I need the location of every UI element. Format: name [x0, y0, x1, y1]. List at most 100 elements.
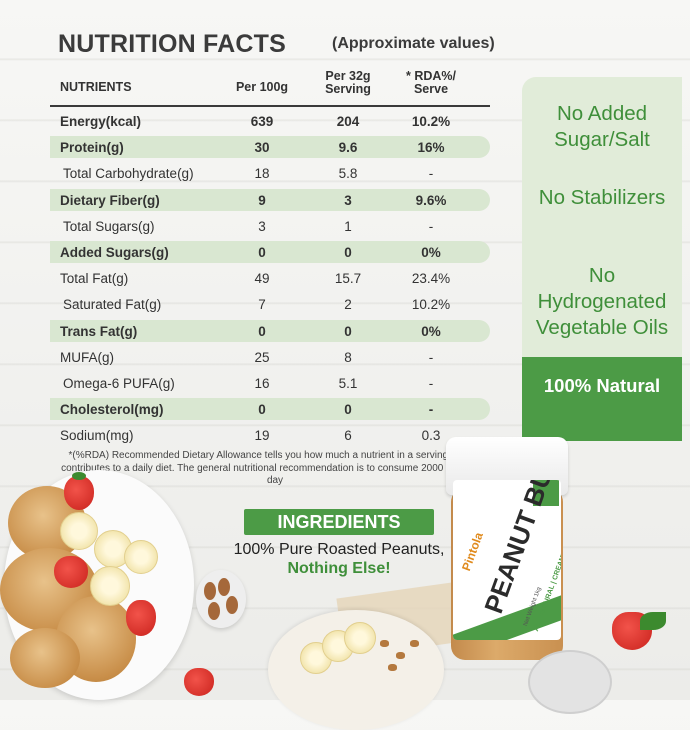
nutrient-name: Cholesterol(mg): [60, 402, 164, 418]
ingredients-text: 100% Pure Roasted Peanuts, Nothing Else!: [214, 540, 464, 578]
value-rda: 23.4%: [411, 271, 451, 287]
nutrient-name: Omega-6 PUFA(g): [63, 375, 175, 391]
page-title: NUTRITION FACTS: [58, 30, 286, 58]
table-row: MUFA(g) 25 8 -: [50, 344, 490, 370]
nutrient-name: Added Sugars(g): [60, 244, 169, 260]
value-per-32g: 3: [344, 192, 352, 208]
banana-slice: [344, 622, 376, 654]
column-header-per32-text: Per 32g Serving: [325, 69, 371, 96]
table-header: NUTRIENTS Per 100g Per 32g Serving * RDA…: [50, 70, 490, 107]
value-per-32g: 0: [344, 323, 352, 339]
value-rda: -: [428, 218, 434, 234]
value-rda: -: [428, 349, 434, 365]
value-rda: -: [428, 402, 434, 418]
glass-bowl: [528, 650, 612, 714]
page-subtitle: (Approximate values): [332, 35, 495, 52]
almond: [208, 602, 220, 620]
value-rda: -: [428, 166, 434, 182]
nutrient-name: Protein(g): [60, 140, 124, 156]
header-divider: [50, 105, 490, 107]
almond: [218, 578, 230, 596]
claim-natural-box: 100% Natural: [522, 357, 682, 441]
table-row: Added Sugars(g) 0 0 0%: [50, 239, 490, 265]
jar-green-tag: [533, 480, 559, 506]
table-row: Omega-6 PUFA(g) 16 5.1 -: [50, 370, 490, 396]
nutrition-table: NUTRIENTS Per 100g Per 32g Serving * RDA…: [50, 70, 490, 448]
column-header-rda-text: * RDA%/ Serve: [405, 69, 456, 96]
table-row: Protein(g) 30 9.6 16%: [50, 134, 490, 160]
table-row: Dietary Fiber(g) 9 3 9.6%: [50, 187, 490, 213]
strawberry-leaf: [72, 472, 86, 480]
nutrient-name: Sodium(mg): [60, 428, 134, 444]
value-per-100g: 30: [254, 140, 270, 156]
nutrient-name: Saturated Fat(g): [63, 297, 162, 313]
rda-footnote: *(%RDA) Recommended Dietary Allowance te…: [61, 450, 489, 486]
strawberry: [126, 600, 156, 636]
table-row: Cholesterol(mg) 0 0 -: [50, 396, 490, 422]
table-row: Sodium(mg) 19 6 0.3: [50, 422, 490, 448]
nutrient-name: Energy(kcal): [60, 114, 142, 129]
almond: [226, 596, 238, 614]
value-per-100g: 16: [254, 375, 270, 391]
claim-no-hydrogenated-oils: No Hydrogenated Vegetable Oils: [535, 264, 669, 339]
value-rda: 16%: [417, 140, 445, 156]
granola-piece: [396, 652, 405, 659]
column-header-per32: Per 32g Serving: [312, 70, 384, 96]
value-rda: 0%: [421, 323, 441, 339]
nutrient-name: Trans Fat(g): [60, 323, 138, 339]
banana-slice: [90, 566, 130, 606]
table-row: Total Carbohydrate(g) 18 5.8 -: [50, 160, 490, 186]
strawberry-leaf: [640, 612, 666, 630]
value-per-100g: 0: [258, 244, 266, 260]
value-per-32g: 0: [344, 402, 352, 418]
value-rda: 10.2%: [411, 114, 451, 129]
strawberry: [54, 556, 88, 588]
almond: [204, 582, 216, 600]
table-row: Energy(kcal) 639 204 10.2%: [50, 108, 490, 134]
value-per-100g: 9: [258, 192, 266, 208]
granola-piece: [388, 664, 397, 671]
nutrient-name: MUFA(g): [60, 349, 114, 365]
nutrient-name: Total Sugars(g): [63, 218, 155, 234]
strawberry: [64, 476, 94, 510]
value-per-100g: 0: [258, 323, 266, 339]
jar-label: Pintola PEANUT BUTTER Net Weight 1kg ALL…: [453, 480, 561, 640]
granola-piece: [410, 640, 419, 647]
column-header-nutrients: NUTRIENTS: [60, 80, 132, 94]
table-row: Trans Fat(g) 0 0 0%: [50, 318, 490, 344]
value-per-32g: 1: [344, 218, 352, 234]
value-rda: 0.3: [421, 428, 441, 444]
claims-panel: [522, 77, 682, 357]
value-per-32g: 5.8: [338, 166, 358, 182]
ingredients-line-2: Nothing Else!: [287, 560, 391, 577]
value-per-100g: 3: [258, 218, 266, 234]
table-row: Saturated Fat(g) 7 2 10.2%: [50, 291, 490, 317]
value-per-32g: 6: [344, 428, 352, 444]
table-body: Energy(kcal) 639 204 10.2% Protein(g) 30 9.6 16…: [50, 108, 490, 448]
pancake: [10, 628, 80, 688]
value-rda: 0%: [421, 244, 441, 260]
value-per-32g: 15.7: [334, 271, 362, 287]
strawberry: [184, 668, 214, 696]
banana-slice: [60, 512, 98, 550]
value-per-100g: 18: [254, 166, 270, 182]
granola-piece: [380, 640, 389, 647]
claim-natural: 100% Natural: [543, 375, 661, 396]
value-per-32g: 9.6: [338, 140, 358, 156]
value-rda: -: [428, 375, 434, 391]
value-rda: 10.2%: [411, 297, 451, 313]
column-header-rda: * RDA%/ Serve: [395, 70, 467, 96]
value-per-32g: 204: [336, 114, 360, 129]
value-per-100g: 25: [254, 349, 270, 365]
table-row: Total Sugars(g) 3 1 -: [50, 213, 490, 239]
value-per-32g: 5.1: [338, 375, 358, 391]
value-per-100g: 19: [254, 428, 270, 444]
ingredients-badge: INGREDIENTS: [244, 509, 434, 535]
table-row: Total Fat(g) 49 15.7 23.4%: [50, 265, 490, 291]
value-per-100g: 0: [258, 402, 266, 418]
value-per-100g: 639: [250, 114, 274, 129]
nutrient-name: Dietary Fiber(g): [60, 192, 160, 208]
nutrient-name: Total Carbohydrate(g): [63, 166, 194, 182]
value-per-100g: 49: [254, 271, 270, 287]
nutrient-name: Total Fat(g): [60, 271, 129, 287]
